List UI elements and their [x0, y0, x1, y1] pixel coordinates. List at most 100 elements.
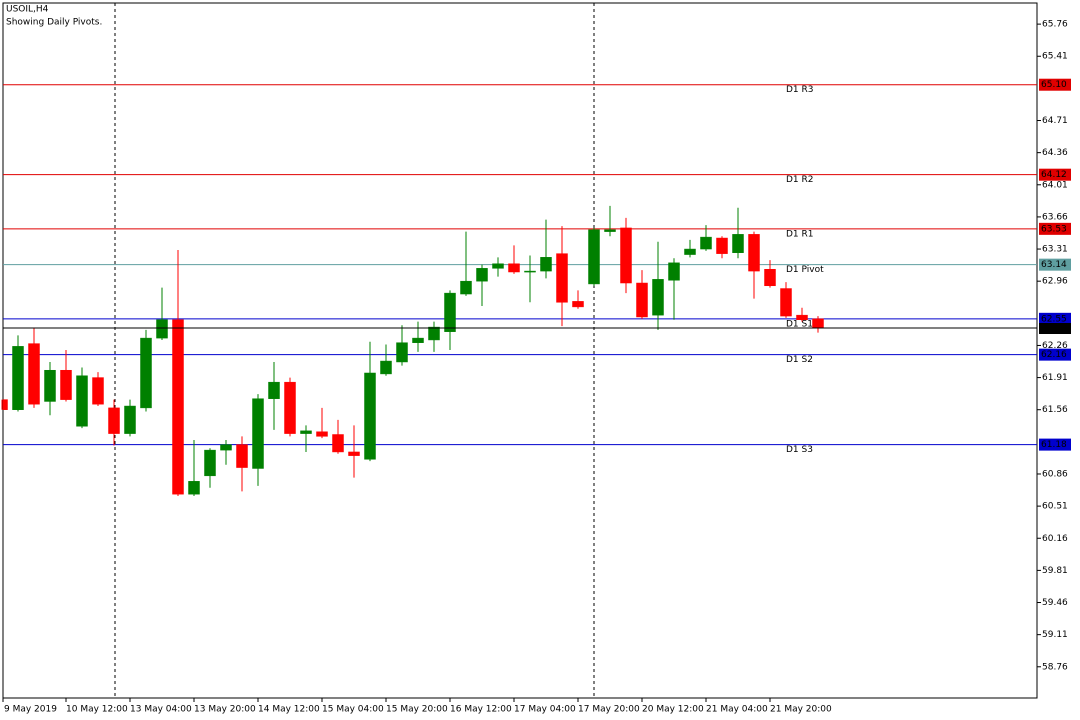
candle-body [412, 337, 424, 343]
y-tick-label: 59.46 [1042, 598, 1068, 608]
candle-body [12, 346, 24, 410]
candle-body [332, 434, 344, 453]
chart-title: USOIL,H4 [6, 5, 49, 15]
candle-body [28, 343, 40, 405]
candle-body [508, 263, 520, 273]
y-tick-label: 62.96 [1042, 277, 1068, 287]
candle-body [684, 248, 696, 255]
x-tick-label: 21 May 04:00 [706, 705, 768, 715]
x-tick-label: 16 May 12:00 [450, 705, 512, 715]
x-tick-label: 17 May 04:00 [514, 705, 576, 715]
pivot-name: D1 R1 [786, 229, 814, 239]
candle-body [268, 381, 280, 399]
x-tick-label: 20 May 12:00 [642, 705, 704, 715]
bid-price-box [1039, 323, 1071, 335]
level-price-box [1039, 312, 1071, 325]
y-tick-label: 61.91 [1042, 373, 1068, 383]
y-tick-label: 61.56 [1042, 405, 1068, 415]
y-tick-label: 64.71 [1042, 116, 1068, 126]
candle-body [732, 234, 744, 253]
candle-body [652, 279, 664, 316]
candle-body [492, 263, 504, 269]
candle-body [380, 360, 392, 375]
y-tick-label: 59.11 [1042, 630, 1068, 640]
candle-body [796, 314, 808, 320]
candle-body [780, 288, 792, 317]
pivot-name: D1 R3 [786, 85, 814, 95]
candle-body [220, 444, 232, 451]
candle-body [748, 234, 760, 272]
pivot-name: D1 S1 [786, 319, 813, 329]
level-price-box [1039, 168, 1071, 181]
candle-body [60, 369, 72, 400]
x-tick-label: 15 May 20:00 [386, 705, 448, 715]
candle-body [716, 237, 728, 254]
candle-body [300, 430, 312, 434]
y-tick-label: 64.36 [1042, 148, 1068, 158]
candle-body [204, 449, 216, 477]
chart-subtitle: Showing Daily Pivots. [6, 18, 102, 28]
candle-body [156, 319, 168, 339]
candle-body [620, 227, 632, 284]
candle-body [124, 405, 136, 434]
candle-body [540, 257, 552, 272]
x-tick-label: 21 May 20:00 [770, 705, 832, 715]
level-price-label: 63.14 [1041, 260, 1067, 270]
candle-body [764, 268, 776, 287]
pivot-name: D1 Pivot [786, 265, 824, 275]
level-price-label: 65.10 [1041, 80, 1067, 90]
level-price-label: 62.55 [1041, 314, 1067, 324]
y-tick-label: 63.66 [1042, 212, 1068, 222]
candle-body [588, 229, 600, 285]
y-tick-label: 64.01 [1042, 180, 1068, 190]
y-tick-label: 62.26 [1042, 341, 1068, 351]
candle-body [108, 407, 120, 434]
candle-body [140, 337, 152, 409]
candle-body [636, 282, 648, 318]
candle-body [316, 431, 328, 437]
x-tick-label: 17 May 20:00 [578, 705, 640, 715]
x-tick-label: 13 May 04:00 [130, 705, 192, 715]
y-tick-label: 60.51 [1042, 502, 1068, 512]
x-tick-label: 15 May 04:00 [322, 705, 384, 715]
candle-body [572, 301, 584, 308]
level-price-box [1039, 258, 1071, 271]
x-tick-label: 10 May 12:00 [66, 705, 128, 715]
level-price-label: 63.53 [1041, 224, 1067, 234]
level-price-label: 61.18 [1041, 440, 1067, 450]
y-tick-label: 60.16 [1042, 534, 1068, 544]
candle-body [524, 270, 536, 273]
pivot-name: D1 S3 [786, 445, 813, 455]
level-price-label: 62.16 [1041, 350, 1067, 360]
level-price-label: 64.12 [1041, 170, 1067, 180]
candle-body [444, 292, 456, 332]
candle-body [668, 262, 680, 281]
candle-body [476, 268, 488, 282]
level-price-box [1039, 222, 1071, 235]
x-tick-label: 9 May 2019 [4, 705, 57, 715]
candle-body [92, 377, 104, 405]
candle-body [76, 375, 88, 427]
y-tick-label: 58.76 [1042, 662, 1068, 672]
candle-body [812, 318, 824, 329]
candle-body [252, 398, 264, 469]
bid-price-label: 62.45 [1041, 324, 1067, 334]
y-tick-label: 59.81 [1042, 566, 1068, 576]
y-tick-label: 65.76 [1042, 20, 1068, 30]
level-price-box [1039, 348, 1071, 361]
candle-body [428, 326, 440, 341]
candle-body [188, 481, 200, 495]
x-tick-label: 14 May 12:00 [258, 705, 320, 715]
pivot-name: D1 R2 [786, 175, 814, 185]
candle-body [364, 372, 376, 460]
y-tick-label: 63.31 [1042, 245, 1068, 255]
candle-body [2, 399, 8, 410]
candle-body [348, 451, 360, 456]
candle-body [700, 236, 712, 250]
candle-body [556, 253, 568, 303]
candle-body [44, 369, 56, 402]
y-tick-label: 65.41 [1042, 52, 1068, 62]
level-price-box [1039, 438, 1071, 451]
candle-body [284, 381, 296, 434]
